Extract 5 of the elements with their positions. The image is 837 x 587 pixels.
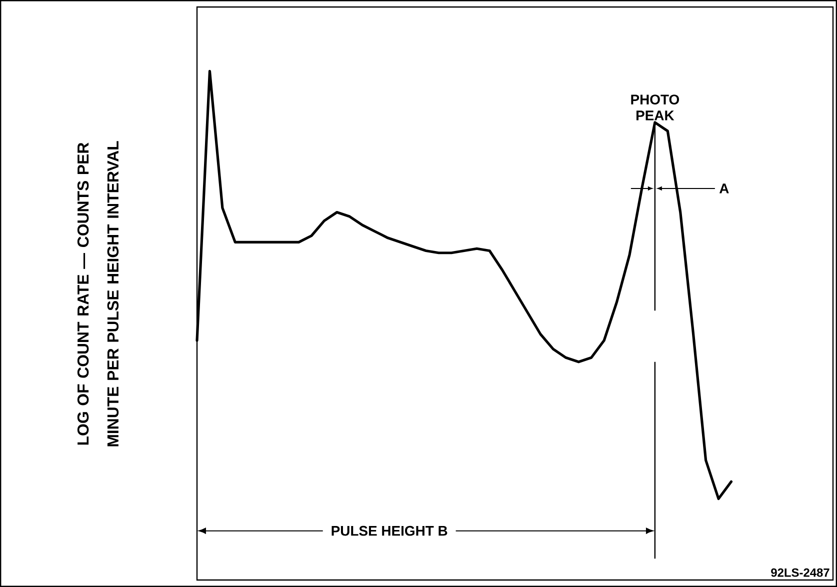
text: PULSE HEIGHT B [332,526,448,536]
annotation: A [719,184,729,194]
annotation: PHOTO PEAK [631,94,680,120]
y-axis-title: LOG OF COUNT RATE — COUNTS PER MINUTE PER PULSE HEIGHT INTERVAL [77,141,119,446]
text: 92LS-2487 [771,568,830,577]
